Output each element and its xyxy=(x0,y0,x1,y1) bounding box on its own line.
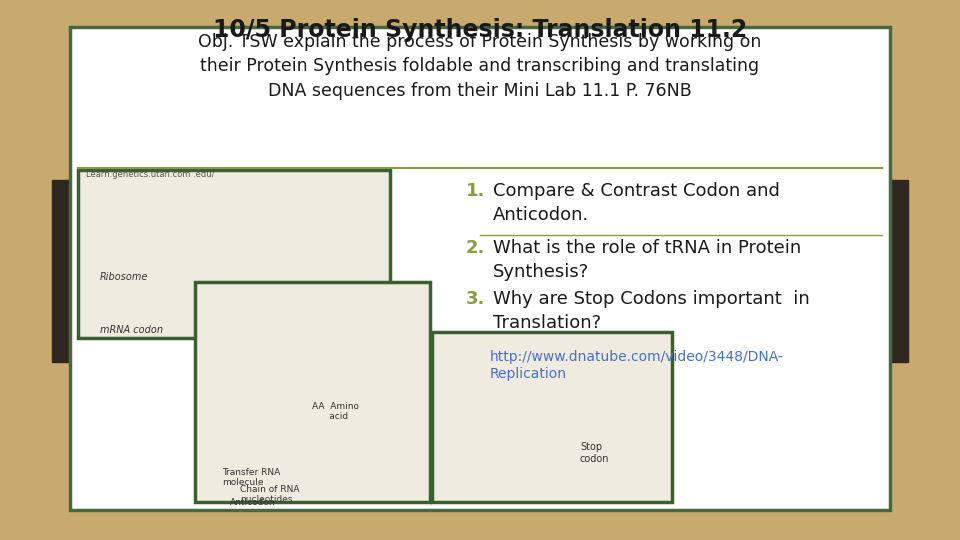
FancyBboxPatch shape xyxy=(195,282,430,502)
Text: Ribosome: Ribosome xyxy=(100,272,149,282)
Text: 2.: 2. xyxy=(466,239,485,257)
Text: Anticodon: Anticodon xyxy=(230,498,276,507)
Text: Why are Stop Codons important  in
Translation?: Why are Stop Codons important in Transla… xyxy=(493,290,809,332)
Text: Transfer RNA
molecule: Transfer RNA molecule xyxy=(222,468,280,488)
Text: Compare & Contrast Codon and
Anticodon.: Compare & Contrast Codon and Anticodon. xyxy=(493,182,780,224)
Text: mRNA codon: mRNA codon xyxy=(100,325,163,335)
Text: Obj. TSW explain the process of Protein Synthesis by working on
their Protein Sy: Obj. TSW explain the process of Protein … xyxy=(199,33,761,99)
Bar xyxy=(52,180,74,362)
Text: AA  Amino
      acid: AA Amino acid xyxy=(312,402,359,421)
FancyBboxPatch shape xyxy=(432,332,672,502)
Text: Chain of RNA
nucleotides: Chain of RNA nucleotides xyxy=(240,485,300,504)
Text: 3.: 3. xyxy=(466,290,485,308)
Text: 10/5 Protein Synthesis: Translation 11.2: 10/5 Protein Synthesis: Translation 11.2 xyxy=(213,18,747,42)
Text: 1.: 1. xyxy=(466,182,485,200)
FancyBboxPatch shape xyxy=(70,27,890,510)
Text: http://www.dnatube.com/video/3448/DNA-
Replication: http://www.dnatube.com/video/3448/DNA- R… xyxy=(490,350,784,381)
Text: Learn.genetics.utah.com .edu/: Learn.genetics.utah.com .edu/ xyxy=(86,170,214,179)
Text: Stop
codon: Stop codon xyxy=(580,442,610,464)
Text: What is the role of tRNA in Protein
Synthesis?: What is the role of tRNA in Protein Synt… xyxy=(493,239,802,281)
FancyBboxPatch shape xyxy=(78,170,390,338)
Bar xyxy=(886,180,908,362)
